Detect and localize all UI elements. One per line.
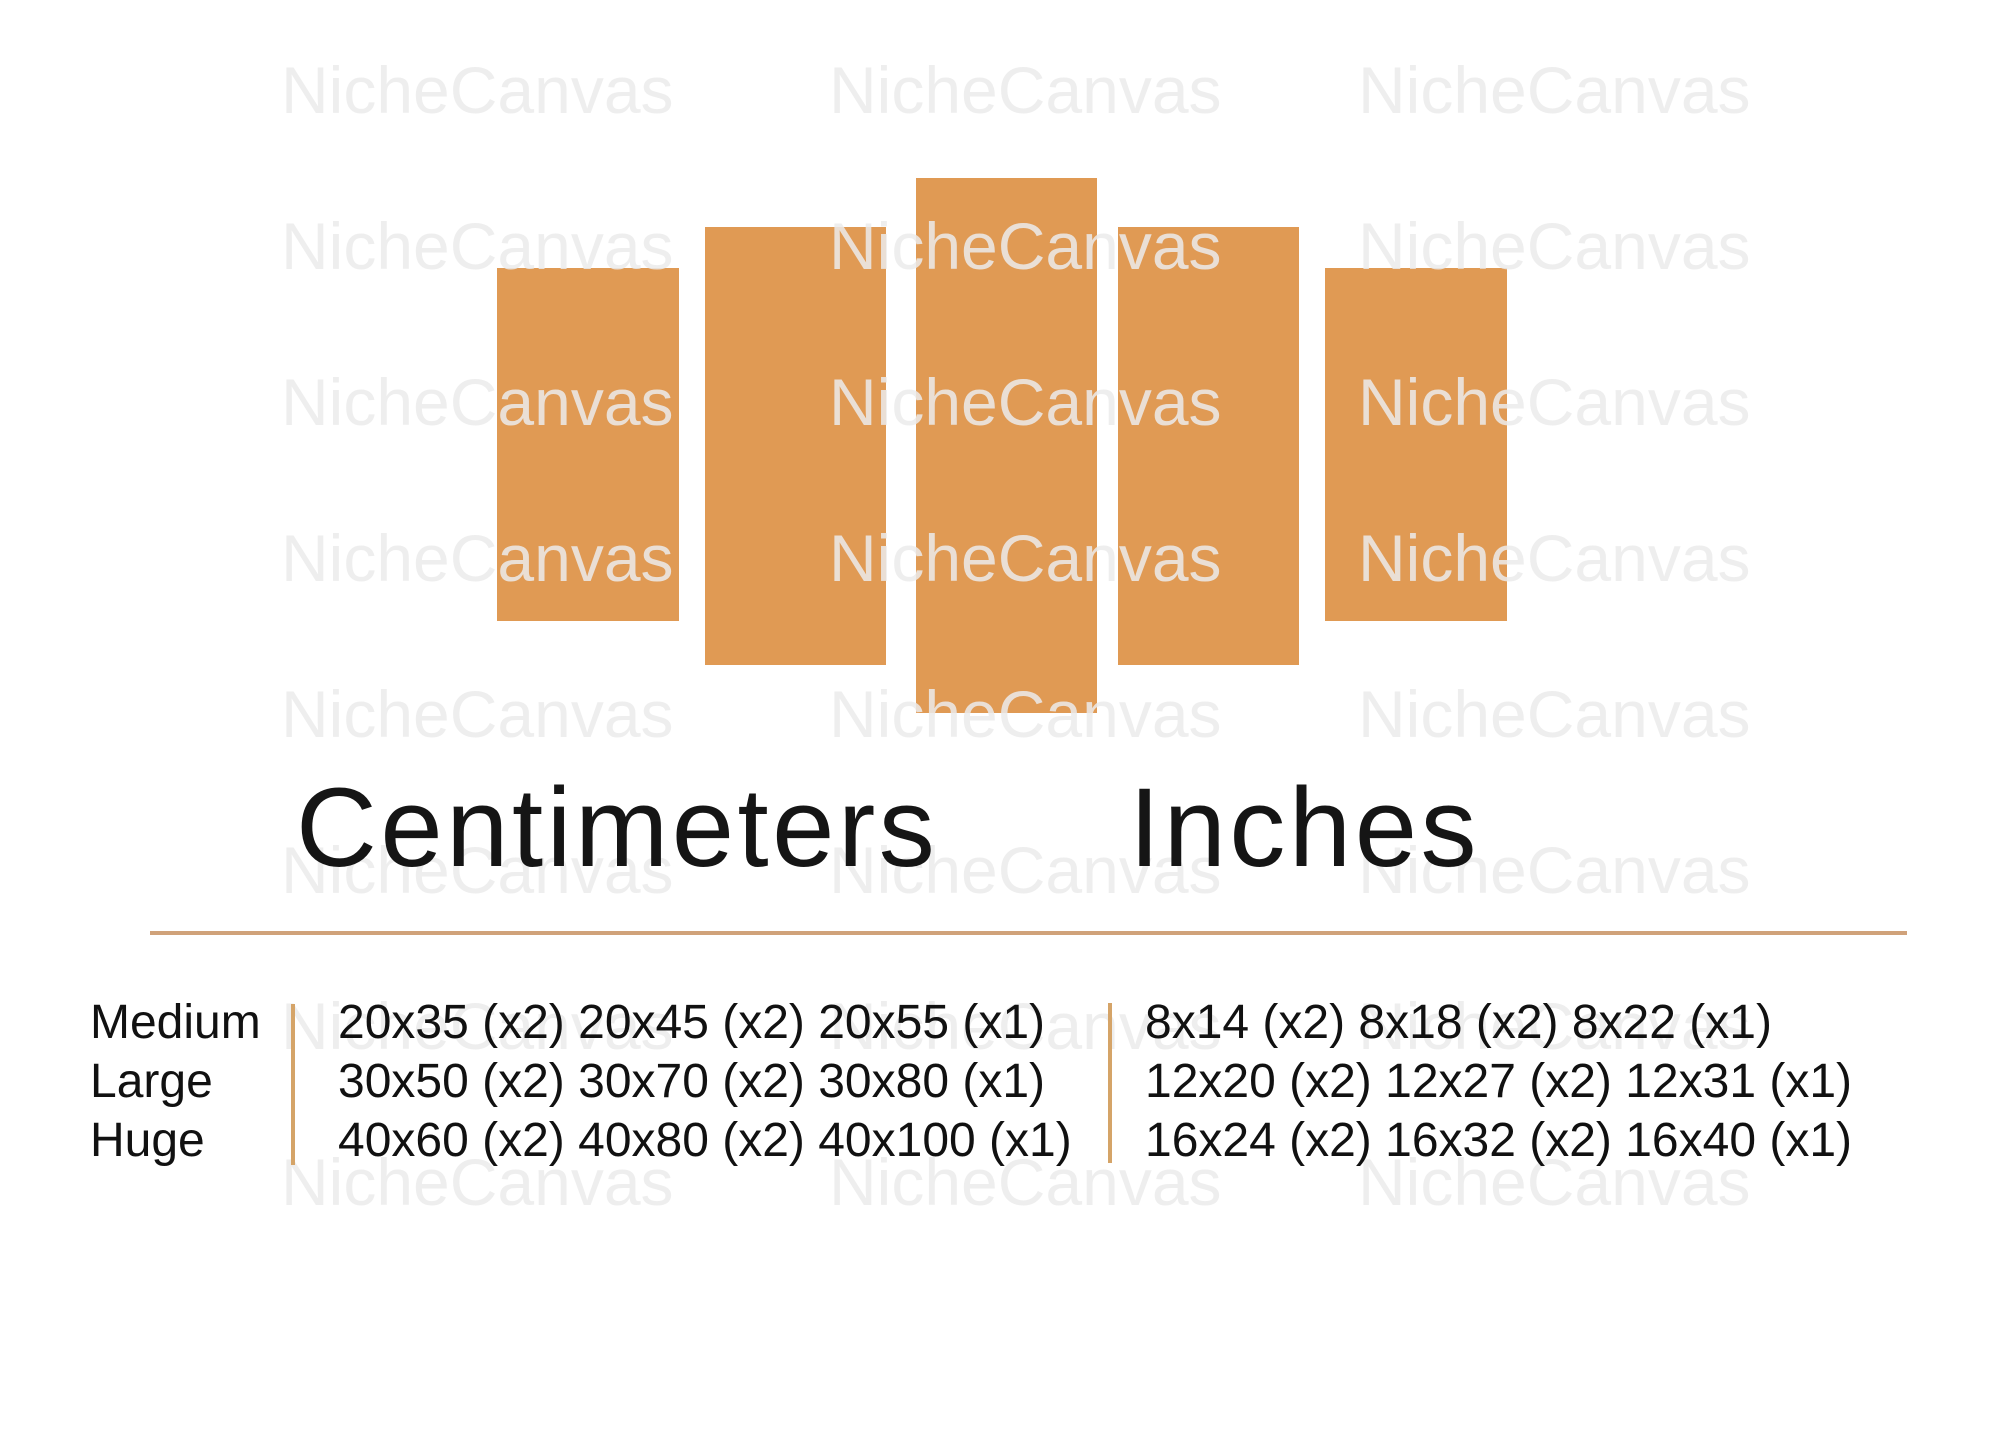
inches-heading: Inches (1129, 765, 1480, 890)
size-label-large: Large (90, 1055, 213, 1108)
cm-values-medium: 20x35 (x2) 20x45 (x2) 20x55 (x1) (338, 996, 1046, 1049)
horizontal-divider (150, 931, 1907, 935)
cm-values-large: 30x50 (x2) 30x70 (x2) 30x80 (x1) (338, 1055, 1046, 1108)
size-label-column: Medium Large Huge (90, 993, 261, 1170)
inches-column: 8x14 (x2) 8x18 (x2) 8x22 (x1) 12x20 (x2)… (1145, 993, 1852, 1170)
size-label-huge: Huge (90, 1114, 205, 1167)
centimeters-heading: Centimeters (296, 765, 939, 890)
size-label-medium: Medium (90, 996, 261, 1049)
canvas-panel-2 (705, 227, 886, 665)
canvas-panel-4 (1118, 227, 1299, 665)
vertical-divider-left (291, 1004, 295, 1165)
vertical-divider-right (1108, 1003, 1112, 1163)
inch-values-huge: 16x24 (x2) 16x32 (x2) 16x40 (x1) (1145, 1114, 1853, 1167)
cm-values-huge: 40x60 (x2) 40x80 (x2) 40x100 (x1) (338, 1114, 1072, 1167)
centimeters-column: 20x35 (x2) 20x45 (x2) 20x55 (x1) 30x50 (… (338, 993, 1072, 1170)
inch-values-large: 12x20 (x2) 12x27 (x2) 12x31 (x1) (1145, 1055, 1853, 1108)
canvas-panel-3 (916, 178, 1097, 713)
canvas-panel-5 (1325, 268, 1507, 621)
inch-values-medium: 8x14 (x2) 8x18 (x2) 8x22 (x1) (1145, 996, 1772, 1049)
canvas-panel-1 (497, 268, 679, 621)
